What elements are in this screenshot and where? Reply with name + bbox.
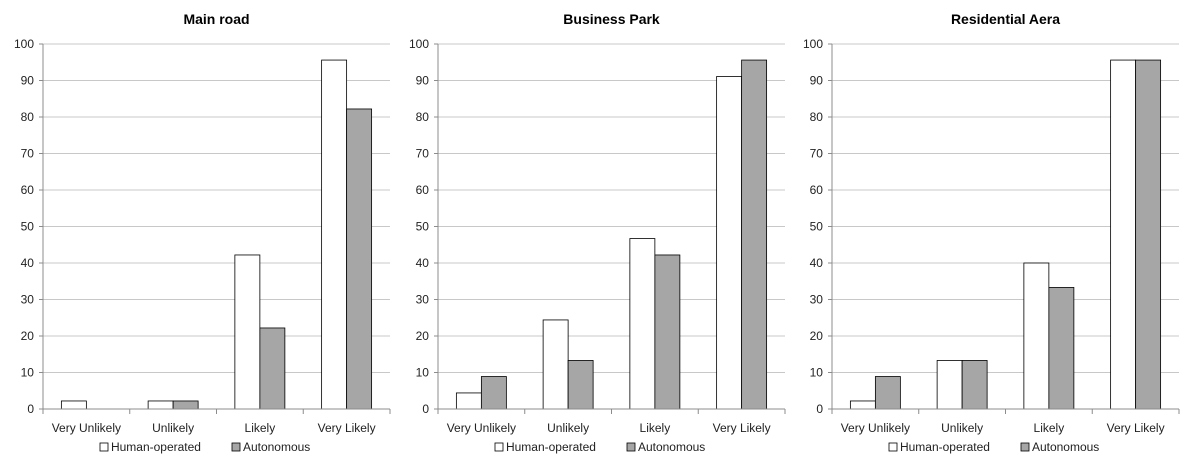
chart-panel: Main road 0 10 20 30 40 50 60 70 80 90 100 Very Unli… [0,0,395,460]
y-tick-label: 40 [21,256,35,270]
x-tick-label: Very Unlikely [446,421,515,435]
y-tick-label: 30 [810,292,824,306]
legend: Human-operated Autonomous [494,440,705,454]
y-tick-label: 20 [810,329,824,343]
chart-panel: Business Park 0 10 20 30 40 50 60 70 80 90 100 Very … [395,0,790,460]
bar-autonomous [1135,59,1162,410]
y-tick-label: 70 [415,147,429,161]
legend-swatch [494,442,504,452]
bar-human-operated [715,76,742,410]
chart-title: Residential Aera [951,11,1060,27]
legend-swatch [231,442,241,452]
y-tick-label: 10 [415,365,429,379]
legend-label: Autonomous [243,440,310,454]
y-tick-label: 20 [21,329,35,343]
x-tick-label: Likely [1034,421,1065,435]
y-tick-label: 10 [21,365,35,379]
bar-autonomous [654,254,680,410]
legend: Human-operated Autonomous [99,440,310,454]
bar-human-operated [1110,59,1137,410]
legend-label: Human-operated [111,440,201,454]
bar-autonomous [259,327,286,410]
bar-human-operated [147,400,174,410]
y-tick-label: 40 [415,256,429,270]
x-tick-label: Likely [639,421,670,435]
y-tick-label: 50 [415,220,429,234]
chart-title: Business Park [563,11,660,27]
y-tick-label: 80 [415,110,429,124]
y-tick-label: 60 [810,183,824,197]
x-tick-label: Unlikely [547,421,589,435]
y-tick-label: 0 [817,402,824,416]
chart-svg: Main road 0 10 20 30 40 50 60 70 80 90 100 Very Unli… [14,11,391,454]
y-tick-label: 60 [415,183,429,197]
y-tick-label: 70 [21,147,35,161]
y-tick-label: 50 [21,220,35,234]
legend-swatch [99,442,109,452]
bar-human-operated [850,400,877,410]
y-tick-label: 100 [409,37,429,51]
y-tick-label: 80 [810,110,824,124]
y-tick-label: 70 [810,147,824,161]
y-tick-label: 80 [21,110,35,124]
legend-label: Autonomous [1032,440,1099,454]
x-tick-label: Very Likely [1107,421,1165,435]
legend-swatch [888,442,898,452]
bar-human-operated [455,392,482,410]
y-tick-label: 90 [21,74,35,88]
y-tick-label: 60 [21,183,35,197]
y-tick-label: 100 [803,37,823,51]
y-tick-label: 30 [415,292,429,306]
y-tick-label: 40 [810,256,824,270]
y-tick-label: 20 [415,329,429,343]
bar-autonomous [740,59,767,410]
bar-human-operated [234,254,261,410]
bar-human-operated [629,238,655,410]
bar-autonomous [962,360,988,410]
legend-swatch [1020,442,1030,452]
bar-human-operated [1023,262,1050,410]
x-tick-label: Very Unlikely [841,421,910,435]
legend-swatch [626,442,636,452]
y-tick-label: 10 [810,365,824,379]
bar-autonomous [875,376,902,410]
x-tick-label: Very Likely [318,421,376,435]
bar-autonomous [346,108,373,410]
bar-human-operated [60,400,87,410]
x-tick-label: Unlikely [941,421,983,435]
bar-human-operated [542,319,569,410]
bar-autonomous [172,400,199,410]
legend: Human-operated Autonomous [888,440,1100,454]
bar-autonomous [480,376,507,410]
legend-label: Autonomous [638,440,705,454]
y-tick-label: 0 [422,402,429,416]
x-tick-label: Likely [245,421,276,435]
y-tick-label: 90 [810,74,824,88]
y-tick-label: 50 [810,220,824,234]
y-tick-label: 30 [21,292,35,306]
x-tick-label: Very Likely [712,421,770,435]
y-tick-label: 0 [27,402,34,416]
chart-svg: Residential Aera 0 10 20 30 40 50 60 70 80 90 100 Ve… [803,11,1180,454]
chart-panel: Residential Aera 0 10 20 30 40 50 60 70 80 90 100 Ve… [789,0,1184,460]
chart-title: Main road [183,11,249,27]
bar-human-operated [321,59,348,410]
x-tick-label: Very Unlikely [52,421,121,435]
legend-label: Human-operated [506,440,596,454]
y-tick-label: 100 [14,37,34,51]
chart-svg: Business Park 0 10 20 30 40 50 60 70 80 90 100 Very … [409,11,786,454]
bar-autonomous [1048,287,1075,410]
y-tick-label: 90 [415,74,429,88]
legend-label: Human-operated [900,440,990,454]
bar-human-operated [937,360,963,410]
x-tick-label: Unlikely [152,421,194,435]
bar-autonomous [567,360,594,410]
